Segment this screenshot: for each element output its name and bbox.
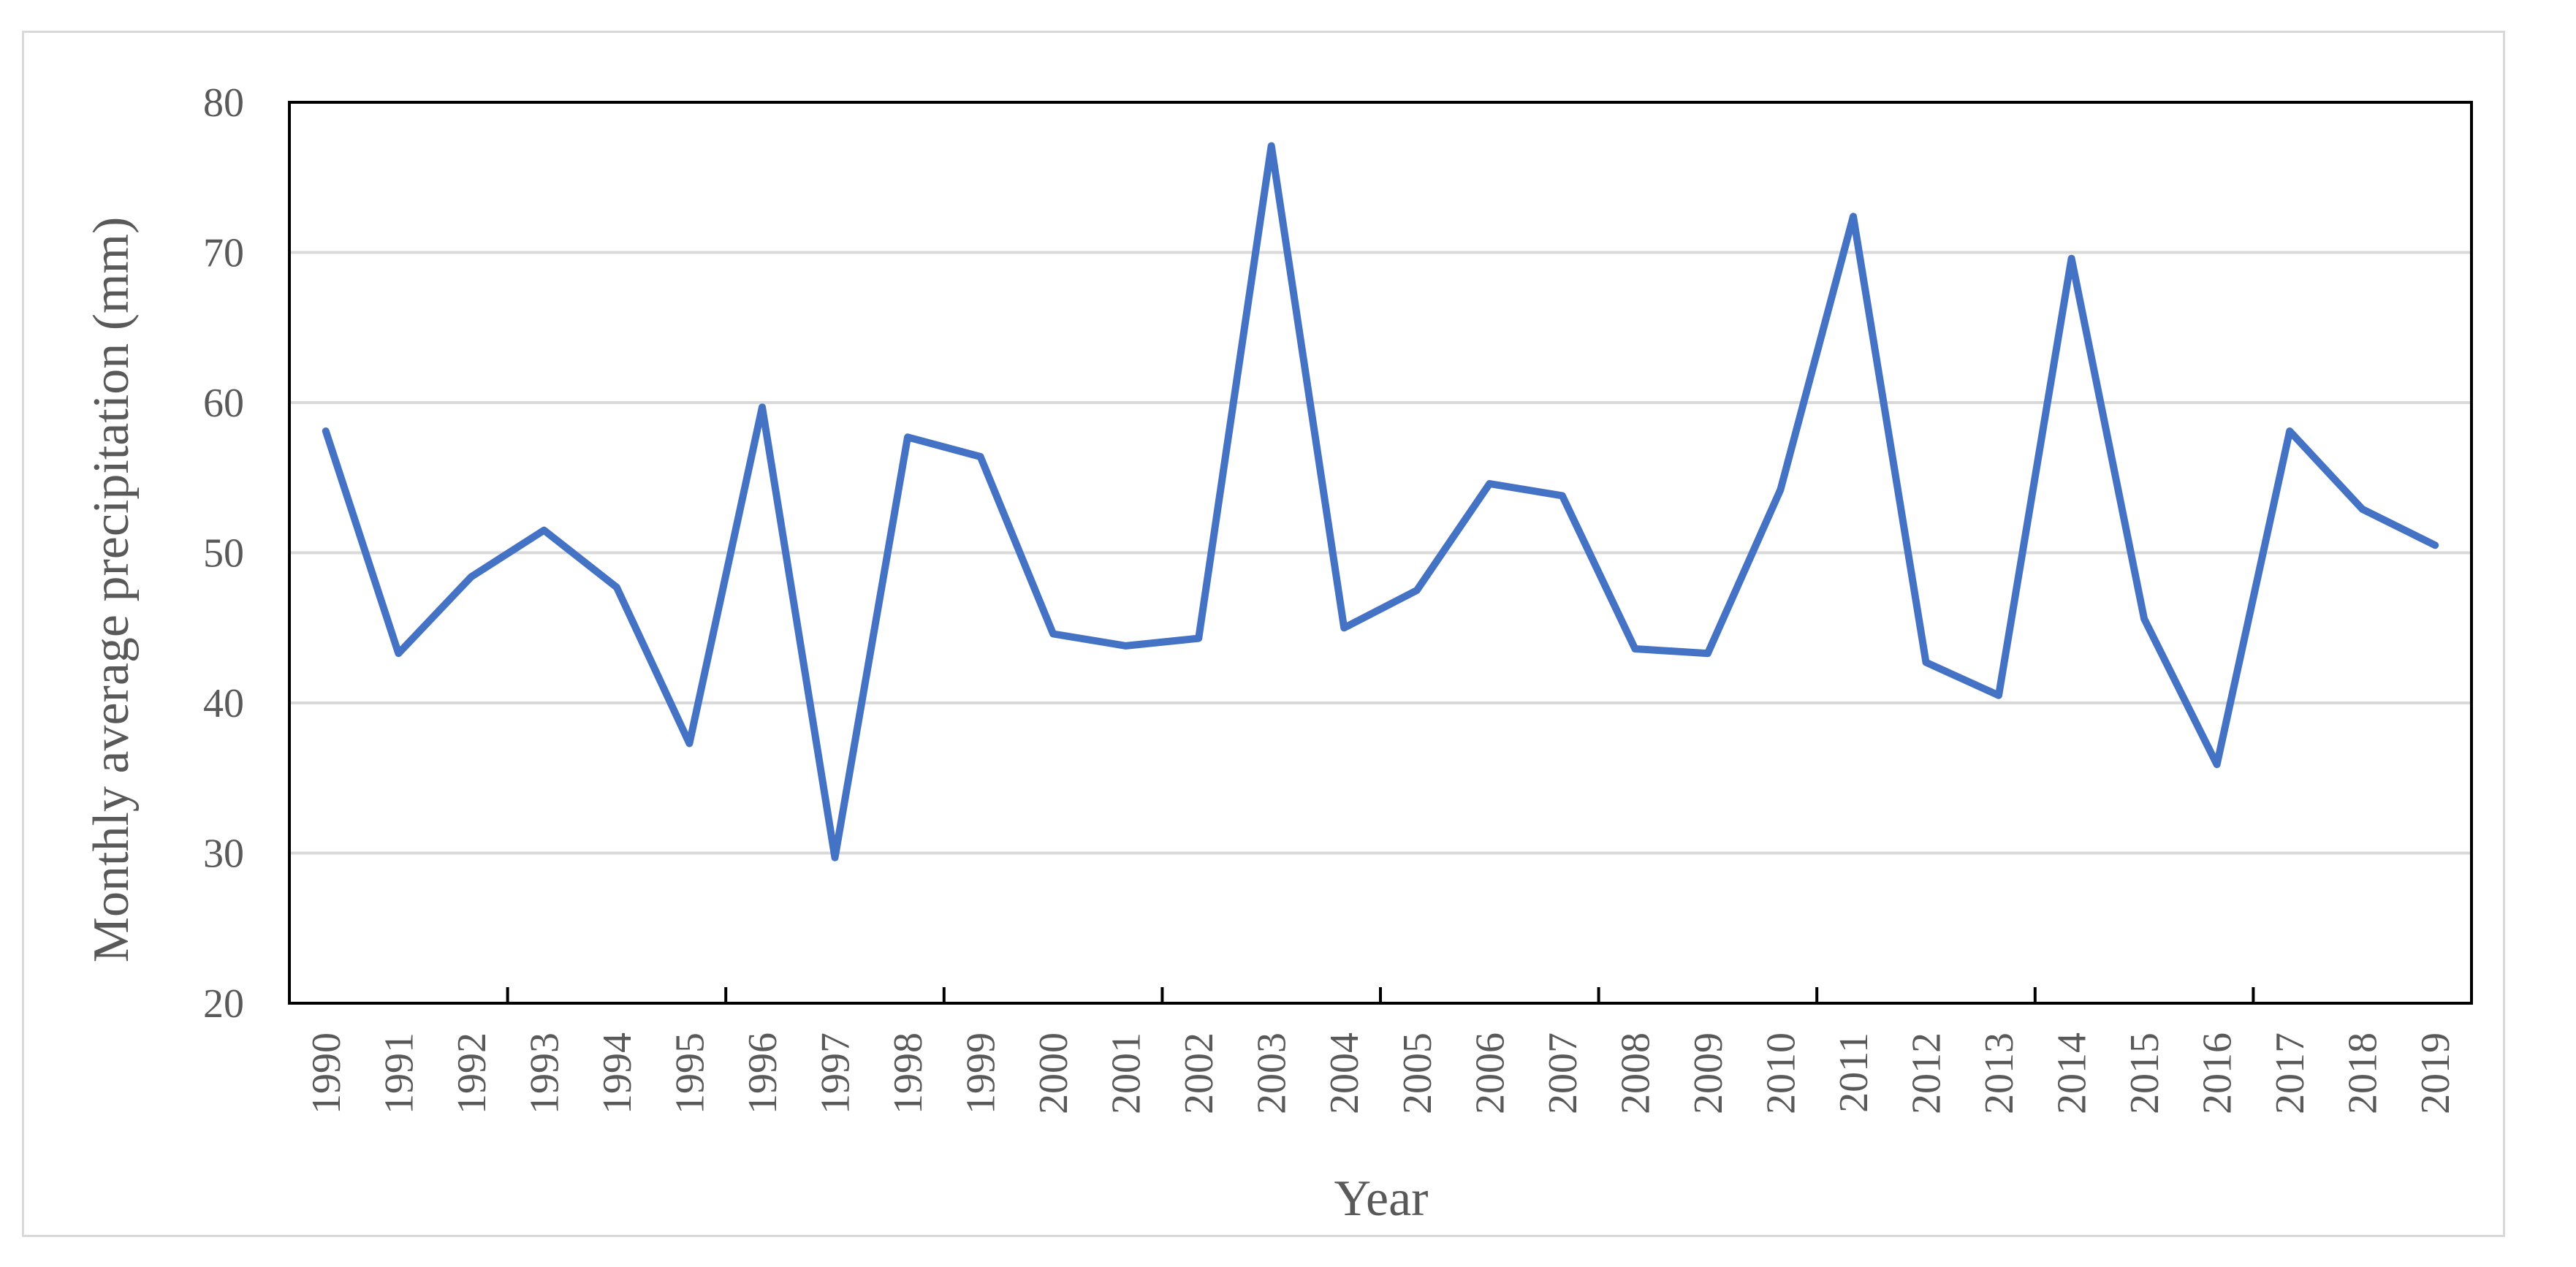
y-tick-label-80: 80 — [203, 80, 244, 126]
x-tick-label-1996: 1996 — [740, 1032, 786, 1114]
series-layer — [322, 142, 2439, 861]
chart-frame — [22, 31, 2505, 1237]
x-tick-label-2013: 2013 — [1977, 1032, 2022, 1114]
x-tick-label-1991: 1991 — [376, 1032, 422, 1114]
x-tick-label-2012: 2012 — [1904, 1032, 1950, 1114]
gridlines — [289, 251, 2471, 855]
x-tick-label-2004: 2004 — [1322, 1032, 1367, 1114]
y-tick-label-40: 40 — [203, 681, 244, 726]
x-axis-tick-labels: 1990 1991 1992 1993 1994 1995 1996 1997 1998 1999… — [304, 1032, 2458, 1114]
y-tick-label-70: 70 — [203, 231, 244, 276]
x-tick-label-1993: 1993 — [522, 1032, 567, 1114]
x-tick-label-2000: 2000 — [1031, 1032, 1076, 1114]
x-tick-label-2003: 2003 — [1250, 1032, 1295, 1114]
x-tick-label-2019: 2019 — [2413, 1032, 2458, 1114]
x-tick-label-2010: 2010 — [1758, 1032, 1804, 1114]
x-tick-label-1990: 1990 — [304, 1032, 349, 1114]
x-tick-label-2014: 2014 — [2050, 1032, 2095, 1114]
y-tick-label-30: 30 — [203, 832, 244, 877]
x-tick-label-2001: 2001 — [1104, 1032, 1150, 1114]
x-tick-label-2005: 2005 — [1395, 1032, 1440, 1114]
x-axis-title: Year — [1334, 1171, 1429, 1227]
x-tick-label-2006: 2006 — [1467, 1032, 1513, 1114]
y-axis-title: Monthly average precipitation (mm) — [83, 217, 140, 963]
y-tick-label-60: 60 — [203, 381, 244, 426]
x-tick-label-2002: 2002 — [1177, 1032, 1222, 1114]
x-tick-label-2018: 2018 — [2341, 1032, 2386, 1114]
y-tick-label-50: 50 — [203, 531, 244, 577]
x-tick-label-1994: 1994 — [595, 1032, 640, 1114]
x-tick-label-1999: 1999 — [959, 1032, 1004, 1114]
x-tick-label-1992: 1992 — [449, 1032, 495, 1114]
x-tick-label-2009: 2009 — [1686, 1032, 1731, 1114]
x-tick-label-2007: 2007 — [1540, 1032, 1586, 1114]
x-tick-label-2017: 2017 — [2268, 1032, 2313, 1114]
x-tick-label-2008: 2008 — [1613, 1032, 1658, 1114]
y-axis-tick-labels: 20 30 40 50 60 70 80 — [203, 80, 244, 1027]
series-line-0 — [322, 142, 2439, 861]
x-tick-label-2011: 2011 — [1831, 1032, 1877, 1113]
x-tick-label-1995: 1995 — [667, 1032, 713, 1114]
x-tick-label-1997: 1997 — [813, 1032, 859, 1114]
x-axis-tick-marks — [506, 987, 2255, 1003]
x-tick-label-1998: 1998 — [886, 1032, 931, 1114]
y-tick-label-20: 20 — [203, 981, 244, 1027]
x-tick-label-2015: 2015 — [2122, 1032, 2167, 1114]
x-tick-label-2016: 2016 — [2195, 1032, 2241, 1114]
